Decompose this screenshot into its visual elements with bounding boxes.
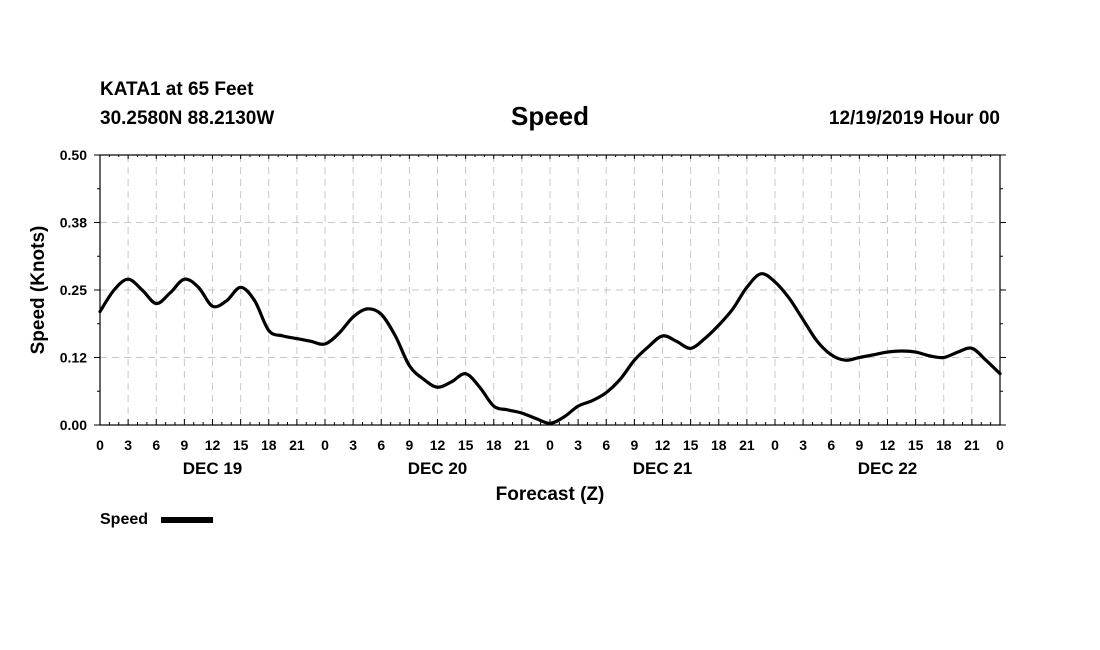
x-tick-label: 0	[321, 437, 329, 453]
y-tick-label: 0.12	[60, 350, 87, 366]
x-tick-label: 6	[827, 437, 835, 453]
x-tick-label: 18	[261, 437, 277, 453]
station-label: KATA1 at 65 Feet	[100, 79, 254, 100]
legend-label: Speed	[100, 511, 148, 528]
x-tick-label: 18	[936, 437, 952, 453]
x-tick-label: 0	[96, 437, 104, 453]
x-tick-label: 15	[908, 437, 924, 453]
x-axis-label: Forecast (Z)	[496, 484, 605, 505]
day-label: DEC 22	[858, 459, 918, 478]
x-tick-label: 0	[996, 437, 1004, 453]
run-time-label: 12/19/2019 Hour 00	[829, 108, 1000, 129]
x-tick-label: 21	[739, 437, 755, 453]
y-axis-label: Speed (Knots)	[28, 226, 49, 355]
day-label: DEC 21	[633, 459, 693, 478]
x-tick-label: 0	[546, 437, 554, 453]
day-labels: DEC 19 DEC 20 DEC 21 DEC 22	[183, 459, 918, 478]
day-label: DEC 19	[183, 459, 243, 478]
y-tick-label: 0.38	[60, 215, 87, 231]
x-tick-label: 6	[152, 437, 160, 453]
x-tick-label: 12	[880, 437, 896, 453]
x-tick-label: 9	[630, 437, 638, 453]
x-tick-label: 3	[574, 437, 582, 453]
grid	[100, 155, 1000, 425]
y-tick-label: 0.25	[60, 282, 87, 298]
x-tick-label: 12	[430, 437, 446, 453]
x-tick-label: 6	[377, 437, 385, 453]
x-tick-label: 15	[458, 437, 474, 453]
y-tick-label: 0.50	[60, 147, 87, 163]
x-tick-label: 6	[602, 437, 610, 453]
axis-ticks	[94, 154, 1006, 426]
x-tick-labels: 0 3 6 9 12 15 18 21 0 3 6 9 12 15 18 21 0 3 6 9 12 15 18 21 0 3 6 9…	[96, 437, 1004, 453]
x-tick-label: 9	[180, 437, 188, 453]
y-tick-labels: 0.00 0.12 0.25 0.38 0.50	[60, 147, 87, 433]
x-tick-label: 12	[205, 437, 221, 453]
x-tick-label: 9	[405, 437, 413, 453]
x-tick-label: 21	[289, 437, 305, 453]
x-tick-label: 3	[349, 437, 357, 453]
chart-title: Speed	[511, 101, 589, 131]
x-tick-label: 3	[124, 437, 132, 453]
x-tick-label: 9	[855, 437, 863, 453]
x-tick-label: 18	[711, 437, 727, 453]
legend: Speed	[100, 511, 213, 528]
x-tick-label: 0	[771, 437, 779, 453]
day-label: DEC 20	[408, 459, 468, 478]
x-tick-label: 18	[486, 437, 502, 453]
x-tick-label: 12	[655, 437, 671, 453]
x-tick-label: 21	[964, 437, 980, 453]
location-label: 30.2580N 88.2130W	[100, 108, 274, 129]
y-tick-label: 0.00	[60, 417, 87, 433]
x-tick-label: 15	[233, 437, 249, 453]
x-tick-label: 15	[683, 437, 699, 453]
legend-swatch	[161, 517, 213, 523]
x-tick-label: 3	[799, 437, 807, 453]
x-tick-label: 21	[514, 437, 530, 453]
